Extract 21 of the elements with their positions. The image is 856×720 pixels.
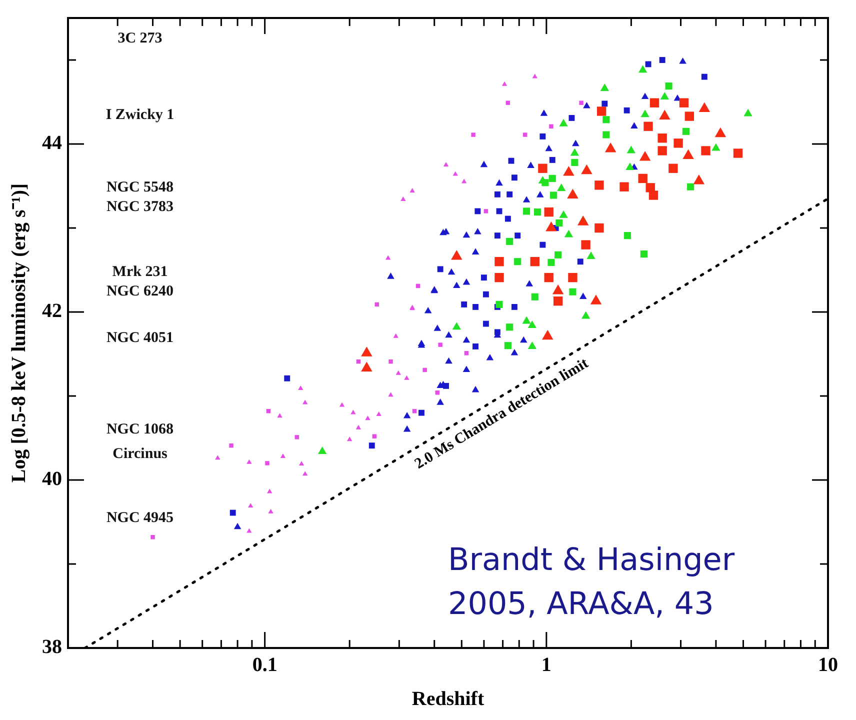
annotation: NGC 4945 <box>106 510 174 526</box>
annotation: I Zwicky 1 <box>106 106 174 123</box>
annotation: 2005, ARA&A, 43 <box>448 586 714 622</box>
annotation: NGC 3783 <box>106 198 174 215</box>
y-tick-label: 42 <box>42 300 62 322</box>
annotation: Mrk 231 <box>112 264 168 280</box>
y-tick-label: 38 <box>42 636 62 658</box>
y-tick-label: 44 <box>42 132 62 154</box>
x-tick-label: 0.1 <box>252 654 278 676</box>
annotation: NGC 1068 <box>106 421 174 438</box>
y-axis-title: Log [0.5-8 keV luminosity (erg s⁻¹)] <box>8 183 30 483</box>
annotation: 3C 273 <box>118 30 162 47</box>
y-tick-label: 40 <box>42 468 62 490</box>
x-tick-label: 10 <box>818 654 838 676</box>
annotation: NGC 5548 <box>106 179 174 196</box>
annotation: Circinus <box>112 446 168 462</box>
annotation: Brandt & Hasinger <box>448 542 735 578</box>
annotation: NGC 6240 <box>106 283 174 300</box>
annotation: NGC 4051 <box>106 330 174 346</box>
x-tick-label: 1 <box>541 654 552 676</box>
x-axis-title: Redshift <box>412 688 484 710</box>
